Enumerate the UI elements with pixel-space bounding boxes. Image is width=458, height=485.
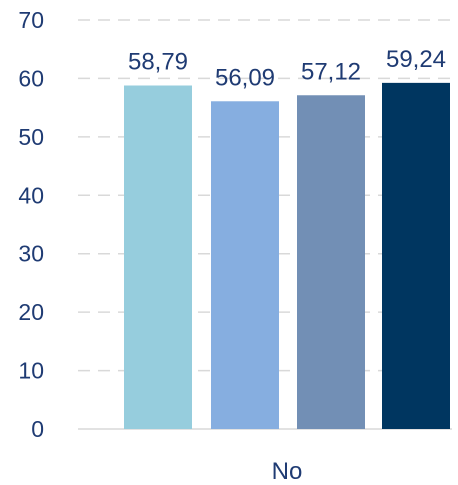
y-tick-label: 50 <box>18 124 44 150</box>
bar <box>211 101 279 429</box>
x-category-label: No <box>272 458 303 485</box>
y-tick-label: 70 <box>18 7 44 33</box>
bar <box>297 95 365 430</box>
y-tick-label: 40 <box>18 182 44 208</box>
x-axis: No <box>272 458 303 485</box>
y-tick-label: 30 <box>18 241 44 267</box>
data-label: 56,09 <box>215 64 275 91</box>
data-label: 59,24 <box>386 46 446 73</box>
bar <box>382 82 450 429</box>
y-tick-label: 10 <box>18 358 44 384</box>
data-label: 58,79 <box>128 48 188 75</box>
y-tick-label: 20 <box>18 299 44 325</box>
bars <box>124 82 450 430</box>
data-labels: 58,79 56,09 57,12 59,24 <box>128 46 446 91</box>
y-tick-label: 0 <box>31 416 44 442</box>
y-axis: 0 10 20 30 40 50 60 70 <box>18 7 44 442</box>
y-tick-label: 60 <box>18 65 44 91</box>
bar <box>124 85 192 430</box>
data-label: 57,12 <box>301 58 361 85</box>
